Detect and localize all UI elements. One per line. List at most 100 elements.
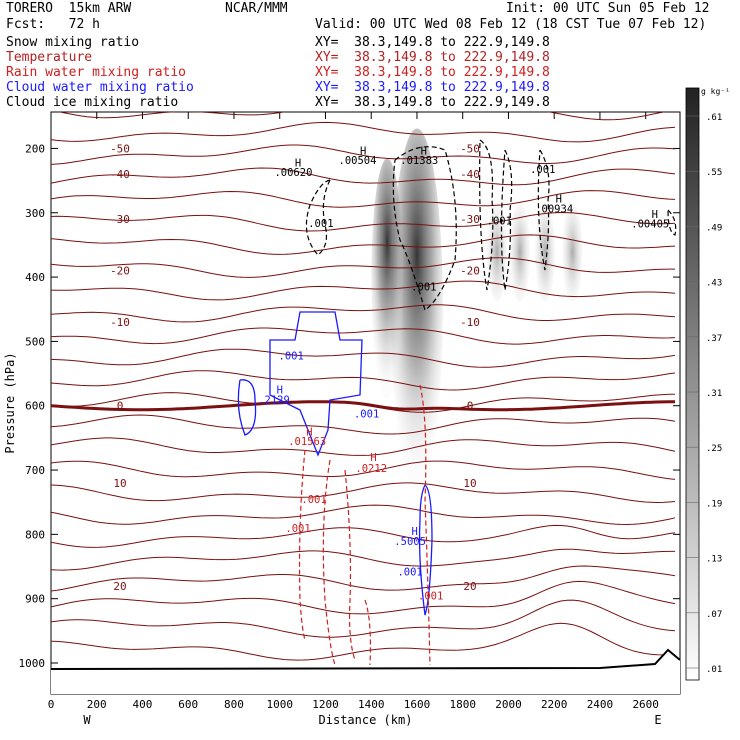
colorbar-unit: g kg⁻¹ — [701, 87, 730, 96]
snow-contour-5 — [667, 209, 677, 236]
y-tick-label: 300 — [25, 207, 45, 220]
x-tick-label: 200 — [87, 698, 107, 711]
contour-annotation: .00405 — [631, 219, 669, 231]
field-temperature-name: Temperature — [6, 50, 93, 65]
temperature-contour-label: 0 — [467, 400, 474, 413]
hydrometeor-contours — [237, 139, 677, 666]
temperature-contour-line — [51, 599, 676, 638]
x-tick-label: 0 — [48, 698, 55, 711]
x-tick-label: 800 — [224, 698, 244, 711]
field-snow-name: Snow mixing ratio — [6, 35, 140, 50]
x-tick-label: 2000 — [495, 698, 522, 711]
east-label: E — [654, 713, 661, 727]
colorbar-tick-label: .13 — [706, 555, 722, 565]
contour-annotation: .0212 — [355, 463, 387, 475]
contour-annotation: H — [652, 209, 658, 221]
x-tick-label: 400 — [133, 698, 153, 711]
y-axis-label: Pressure (hPa) — [3, 352, 17, 453]
temperature-contour-label: -30 — [110, 213, 130, 226]
rain-contour-4 — [364, 599, 372, 666]
x-tick-label: 600 — [178, 698, 198, 711]
temperature-contour-line — [51, 565, 676, 592]
temperature-contour-label: 20 — [463, 580, 476, 593]
temperature-contour-line — [51, 304, 676, 323]
x-tick-label: 2200 — [541, 698, 568, 711]
colorbar-tick-label: .07 — [706, 610, 722, 620]
temperature-contour-line — [58, 112, 667, 121]
field-rain-xy: XY= 38.3,149.8 to 222.9,149.8 — [315, 65, 550, 80]
y-tick-label: 700 — [25, 464, 45, 477]
y-tick-label: 900 — [25, 593, 45, 606]
temperature-contour-label: -50 — [110, 142, 130, 155]
colorbar-scale — [685, 87, 700, 681]
snow-contour-2 — [479, 139, 494, 291]
colorbar-tick-label: .55 — [706, 168, 722, 178]
snow-contour-1 — [392, 146, 457, 311]
colorbar-tick-label: .31 — [706, 389, 722, 399]
colorbar-tick-label: .19 — [706, 499, 722, 509]
colorbar-tick-label: .37 — [706, 334, 722, 344]
contour-annotation: .00934 — [535, 203, 573, 215]
y-tick-label: 600 — [25, 400, 45, 413]
x-tick-label: 2400 — [587, 698, 614, 711]
temperature-contour-line — [51, 524, 676, 548]
temperature-contour-line — [51, 437, 676, 456]
field-rain-name: Rain water mixing ratio — [6, 65, 187, 80]
temperature-contour-line — [51, 167, 676, 186]
field-cloudwater-name: Cloud water mixing ratio — [6, 80, 194, 95]
contour-annotation: H — [421, 145, 427, 157]
temperature-contour-label: -20 — [110, 265, 130, 278]
snow-cell-3 — [562, 202, 583, 303]
contour-annotation: H — [277, 385, 283, 397]
contour-annotation: H — [295, 158, 301, 170]
rain-contour-2 — [344, 469, 356, 661]
rain-contour-3 — [419, 384, 431, 666]
y-tick-label: 500 — [25, 335, 45, 348]
colorbar-tick-label: .49 — [706, 223, 722, 233]
temperature-contour-line — [51, 257, 675, 278]
snow-contour-4 — [537, 149, 550, 271]
x-tick-label: 1200 — [312, 698, 339, 711]
snow-cell-1 — [509, 202, 530, 303]
snow-secondary-core — [371, 158, 404, 399]
temperature-contour-line — [51, 280, 676, 301]
y-tick-label: 800 — [25, 528, 45, 541]
forecast-hour: Fcst: 72 h — [6, 17, 100, 32]
terrain-line — [51, 648, 680, 670]
temperature-contour-label: -20 — [460, 265, 480, 278]
cloud-water-contour-2 — [418, 484, 433, 616]
y-tick-label: 1000 — [19, 657, 46, 670]
temperature-contour-line — [51, 234, 676, 255]
temperature-contour-label: -10 — [460, 316, 480, 329]
freezing-level-contour — [51, 400, 676, 412]
colorbar-tick-label: .43 — [706, 279, 722, 289]
contour-annotation: .00504 — [339, 155, 377, 167]
colorbar-tick-label: .01 — [706, 665, 722, 675]
field-cloudwater-xy: XY= 38.3,149.8 to 222.9,149.8 — [315, 80, 550, 95]
contour-annotation: .001 — [411, 282, 436, 294]
temperature-contour-line — [51, 622, 676, 661]
terrain-fill — [51, 650, 680, 694]
contour-annotation: .01383 — [400, 155, 438, 167]
contour-annotation: .001 — [285, 523, 310, 535]
rain-contour-0 — [298, 449, 306, 641]
contour-annotations: -50 -50 -40 -40 -30 -30 -20 -20 -10 -10 0 0 10 10 20 20… — [110, 142, 669, 602]
field-cloudice-xy: XY= 38.3,149.8 to 222.9,149.8 — [315, 95, 550, 110]
field-cloudice-name: Cloud ice mixing ratio — [6, 95, 179, 110]
temperature-contour-line — [51, 548, 675, 571]
temperature-contour-line — [51, 580, 676, 615]
colorbar-tick-label: .61 — [706, 113, 722, 123]
west-label: W — [83, 713, 91, 727]
temperature-contour-line — [51, 327, 676, 345]
x-tick-label: 1400 — [358, 698, 385, 711]
contour-annotation: H — [370, 452, 376, 464]
temperature-contour-label: 0 — [117, 400, 124, 413]
init-time: Init: 00 UTC Sun 05 Feb 12 — [506, 1, 710, 16]
snow-mixing-ratio-shading — [371, 128, 583, 489]
plot-header: TORERO 15km ARW NCAR/MMM Init: 00 UTC Su… — [0, 0, 740, 112]
contour-annotation: .001 — [354, 408, 379, 420]
x-tick-label: 2600 — [632, 698, 659, 711]
organization: NCAR/MMM — [225, 1, 288, 16]
temperature-contour-line — [51, 348, 676, 368]
